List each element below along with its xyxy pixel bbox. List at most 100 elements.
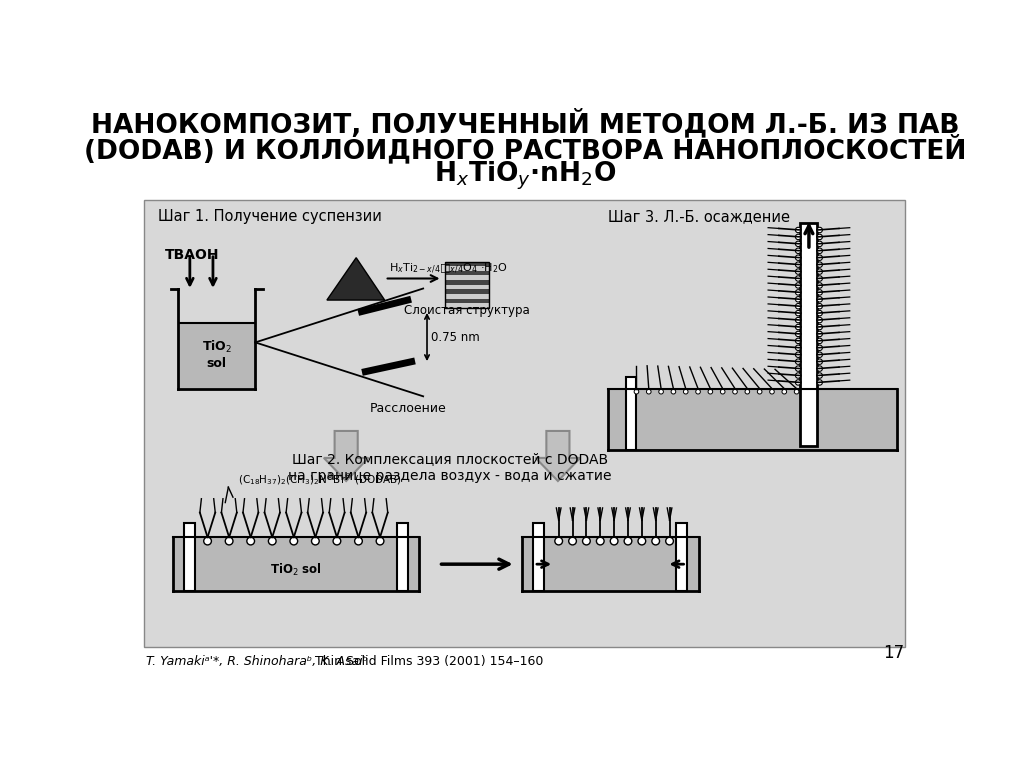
Circle shape xyxy=(817,372,822,378)
Circle shape xyxy=(671,389,676,394)
Circle shape xyxy=(796,359,801,364)
Circle shape xyxy=(796,269,801,274)
Circle shape xyxy=(376,538,384,545)
Bar xyxy=(444,299,489,303)
Circle shape xyxy=(817,352,822,357)
Text: Шаг 1. Получение суспензии: Шаг 1. Получение суспензии xyxy=(158,209,381,224)
Circle shape xyxy=(817,324,822,329)
Circle shape xyxy=(745,389,750,394)
Bar xyxy=(144,200,905,647)
Text: TiO$_2$ sol: TiO$_2$ sol xyxy=(270,562,323,578)
Circle shape xyxy=(817,227,822,233)
Circle shape xyxy=(796,283,801,288)
Circle shape xyxy=(652,538,659,545)
Circle shape xyxy=(695,389,700,394)
Circle shape xyxy=(817,290,822,295)
Circle shape xyxy=(795,389,799,394)
Circle shape xyxy=(204,538,211,545)
Circle shape xyxy=(311,538,319,545)
Bar xyxy=(184,523,196,591)
Circle shape xyxy=(354,538,362,545)
Text: H$_x$TiO$_y$·nH$_2$O: H$_x$TiO$_y$·nH$_2$O xyxy=(434,160,615,192)
Circle shape xyxy=(596,538,604,545)
Circle shape xyxy=(817,241,822,247)
Circle shape xyxy=(796,296,801,302)
Circle shape xyxy=(796,227,801,233)
Polygon shape xyxy=(327,258,385,300)
Circle shape xyxy=(290,538,298,545)
Circle shape xyxy=(638,538,646,545)
Text: 17: 17 xyxy=(884,644,904,662)
Circle shape xyxy=(796,234,801,240)
Circle shape xyxy=(555,538,562,545)
Circle shape xyxy=(796,241,801,247)
Bar xyxy=(444,271,489,276)
Bar xyxy=(608,389,897,450)
Circle shape xyxy=(770,389,774,394)
Circle shape xyxy=(268,538,276,545)
Circle shape xyxy=(796,331,801,336)
Bar xyxy=(677,523,687,591)
Circle shape xyxy=(625,538,632,545)
Text: Шаг 2. Комплексация плоскостей с DODAB
на границе раздела воздух - вода и сжатие: Шаг 2. Комплексация плоскостей с DODAB н… xyxy=(289,452,612,483)
Bar xyxy=(801,223,817,446)
Circle shape xyxy=(796,372,801,378)
Circle shape xyxy=(782,389,786,394)
Text: Слоистая структура: Слоистая структура xyxy=(404,304,530,317)
Circle shape xyxy=(568,538,577,545)
Circle shape xyxy=(796,255,801,260)
Circle shape xyxy=(817,296,822,302)
Text: Шаг 3. Л.-Б. осаждение: Шаг 3. Л.-Б. осаждение xyxy=(608,209,790,224)
Circle shape xyxy=(796,290,801,295)
Bar xyxy=(444,262,489,266)
Circle shape xyxy=(720,389,725,394)
Circle shape xyxy=(796,303,801,309)
Bar xyxy=(444,262,489,308)
Polygon shape xyxy=(536,431,581,481)
Text: H$_x$Ti$_{2-x/4}$□$_{x/4}$O$_4$ ·H$_2$O: H$_x$Ti$_{2-x/4}$□$_{x/4}$O$_4$ ·H$_2$O xyxy=(388,262,507,276)
Bar xyxy=(397,523,408,591)
Circle shape xyxy=(796,262,801,267)
Bar xyxy=(626,377,637,450)
Text: ТВАОН: ТВАОН xyxy=(165,249,219,263)
Circle shape xyxy=(817,255,822,260)
Circle shape xyxy=(817,331,822,336)
Circle shape xyxy=(610,538,617,545)
Circle shape xyxy=(817,234,822,240)
Bar xyxy=(444,303,489,308)
Circle shape xyxy=(733,389,737,394)
Circle shape xyxy=(817,262,822,267)
Polygon shape xyxy=(324,431,369,481)
Circle shape xyxy=(817,338,822,343)
Circle shape xyxy=(817,283,822,288)
Circle shape xyxy=(583,538,590,545)
Circle shape xyxy=(796,310,801,316)
Bar xyxy=(534,523,544,591)
Text: Thin Solid Films 393 (2001) 154–160: Thin Solid Films 393 (2001) 154–160 xyxy=(315,655,544,668)
Circle shape xyxy=(796,338,801,343)
Circle shape xyxy=(796,379,801,385)
Circle shape xyxy=(796,352,801,357)
Circle shape xyxy=(758,389,762,394)
Circle shape xyxy=(817,276,822,281)
Bar xyxy=(444,294,489,299)
Circle shape xyxy=(333,538,341,545)
Circle shape xyxy=(817,303,822,309)
Circle shape xyxy=(796,248,801,253)
Circle shape xyxy=(225,538,233,545)
Circle shape xyxy=(634,389,639,394)
Circle shape xyxy=(817,345,822,350)
Circle shape xyxy=(666,538,674,545)
Circle shape xyxy=(817,366,822,371)
Circle shape xyxy=(817,379,822,385)
Bar xyxy=(173,538,419,591)
Circle shape xyxy=(683,389,688,394)
Circle shape xyxy=(817,269,822,274)
Circle shape xyxy=(646,389,651,394)
Text: 0.75 nm: 0.75 nm xyxy=(431,330,479,343)
Circle shape xyxy=(796,324,801,329)
Bar xyxy=(444,276,489,280)
Text: НАНОКОМПОЗИТ, ПОЛУЧЕННЫЙ МЕТОДОМ Л.-Б. ИЗ ПАВ: НАНОКОМПОЗИТ, ПОЛУЧЕННЫЙ МЕТОДОМ Л.-Б. И… xyxy=(90,109,959,139)
Circle shape xyxy=(817,248,822,253)
Circle shape xyxy=(817,310,822,316)
